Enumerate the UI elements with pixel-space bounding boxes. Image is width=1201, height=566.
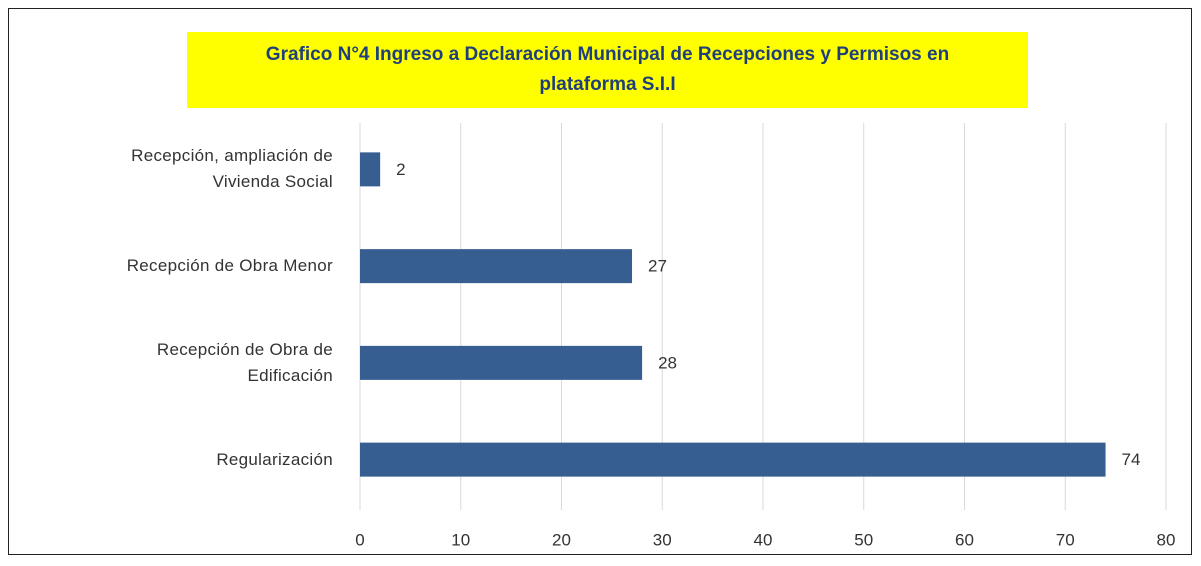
chart-title: Grafico N°4 Ingreso a Declaración Munici… xyxy=(187,32,1028,108)
x-tick-label: 40 xyxy=(754,530,773,549)
y-tick-label: Recepción de Obra Menor xyxy=(126,256,333,276)
x-tick-label: 20 xyxy=(552,530,571,549)
x-tick-label: 70 xyxy=(1056,530,1075,549)
x-tick-label: 50 xyxy=(854,530,873,549)
value-label: 2 xyxy=(396,160,405,179)
y-tick-label: Recepción, ampliación de Vivienda Social xyxy=(131,146,333,192)
bar xyxy=(360,249,633,284)
bar xyxy=(360,152,381,187)
value-label: 74 xyxy=(1122,450,1141,469)
value-label: 28 xyxy=(658,353,677,372)
x-tick-label: 10 xyxy=(451,530,470,549)
x-tick-label: 60 xyxy=(955,530,974,549)
value-label: 27 xyxy=(648,257,667,276)
x-tick-label: 0 xyxy=(355,530,364,549)
x-tick-label: 80 xyxy=(1157,530,1176,549)
y-tick-label: Recepción de Obra de Edificación xyxy=(156,339,333,385)
chart-frame xyxy=(8,8,1192,555)
y-tick-label: Regularización xyxy=(216,449,333,469)
bar xyxy=(360,442,1106,477)
x-tick-label: 30 xyxy=(653,530,672,549)
bar xyxy=(360,345,643,380)
